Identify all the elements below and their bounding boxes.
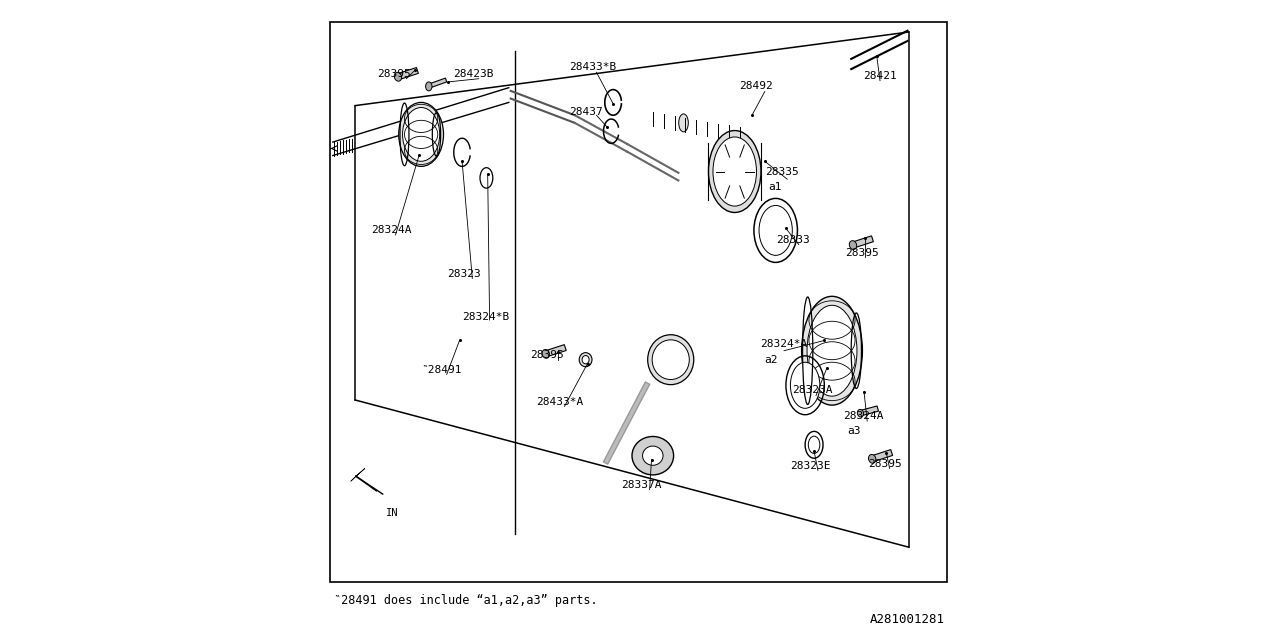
Text: 28395: 28395 xyxy=(378,68,411,79)
Text: 28337A: 28337A xyxy=(621,480,662,490)
Text: 28323A: 28323A xyxy=(792,385,833,396)
Ellipse shape xyxy=(399,102,444,166)
Polygon shape xyxy=(872,449,892,462)
Ellipse shape xyxy=(579,353,591,367)
Text: 28323E: 28323E xyxy=(791,461,831,471)
Ellipse shape xyxy=(850,241,856,250)
Ellipse shape xyxy=(632,436,673,475)
Polygon shape xyxy=(852,236,873,248)
Ellipse shape xyxy=(801,296,863,405)
Text: 28492: 28492 xyxy=(740,81,773,92)
Ellipse shape xyxy=(648,335,694,385)
Text: IN: IN xyxy=(387,508,398,518)
Text: 28395: 28395 xyxy=(530,350,563,360)
Ellipse shape xyxy=(543,349,549,358)
Ellipse shape xyxy=(678,114,689,132)
Text: a3: a3 xyxy=(847,426,861,436)
Text: 28335: 28335 xyxy=(765,166,799,177)
Ellipse shape xyxy=(713,137,756,206)
Text: 28324A: 28324A xyxy=(844,411,884,421)
Text: 28324*B: 28324*B xyxy=(462,312,509,322)
Ellipse shape xyxy=(808,305,858,396)
Text: 28437: 28437 xyxy=(570,107,603,117)
Polygon shape xyxy=(397,67,419,80)
Polygon shape xyxy=(428,78,447,88)
Polygon shape xyxy=(860,406,878,416)
Ellipse shape xyxy=(809,436,820,454)
Text: 28333: 28333 xyxy=(776,235,809,245)
Text: a1: a1 xyxy=(768,182,782,192)
Text: ‶28491: ‶28491 xyxy=(421,365,462,375)
Polygon shape xyxy=(545,344,566,357)
Ellipse shape xyxy=(643,446,663,465)
Text: 28323: 28323 xyxy=(447,269,480,279)
Ellipse shape xyxy=(582,356,589,364)
Text: 28324A: 28324A xyxy=(371,225,412,236)
Polygon shape xyxy=(351,468,365,481)
Ellipse shape xyxy=(653,340,689,380)
Ellipse shape xyxy=(425,82,433,91)
Text: 28423B: 28423B xyxy=(453,68,494,79)
Text: a2: a2 xyxy=(764,355,778,365)
Text: 28433*A: 28433*A xyxy=(536,397,584,407)
Text: 28324*A: 28324*A xyxy=(760,339,808,349)
Ellipse shape xyxy=(858,410,864,417)
Ellipse shape xyxy=(402,108,440,161)
Ellipse shape xyxy=(759,205,792,255)
Text: 28395: 28395 xyxy=(845,248,878,258)
Text: 28421: 28421 xyxy=(863,70,896,81)
Ellipse shape xyxy=(791,362,820,408)
Text: 28433*B: 28433*B xyxy=(570,62,617,72)
Text: 28395: 28395 xyxy=(868,459,901,469)
Ellipse shape xyxy=(394,72,402,81)
Text: ‶28491 does include “a1,a2,a3” parts.: ‶28491 does include “a1,a2,a3” parts. xyxy=(334,594,598,607)
Text: A281001281: A281001281 xyxy=(869,613,945,626)
Ellipse shape xyxy=(709,131,760,212)
Ellipse shape xyxy=(869,454,876,463)
